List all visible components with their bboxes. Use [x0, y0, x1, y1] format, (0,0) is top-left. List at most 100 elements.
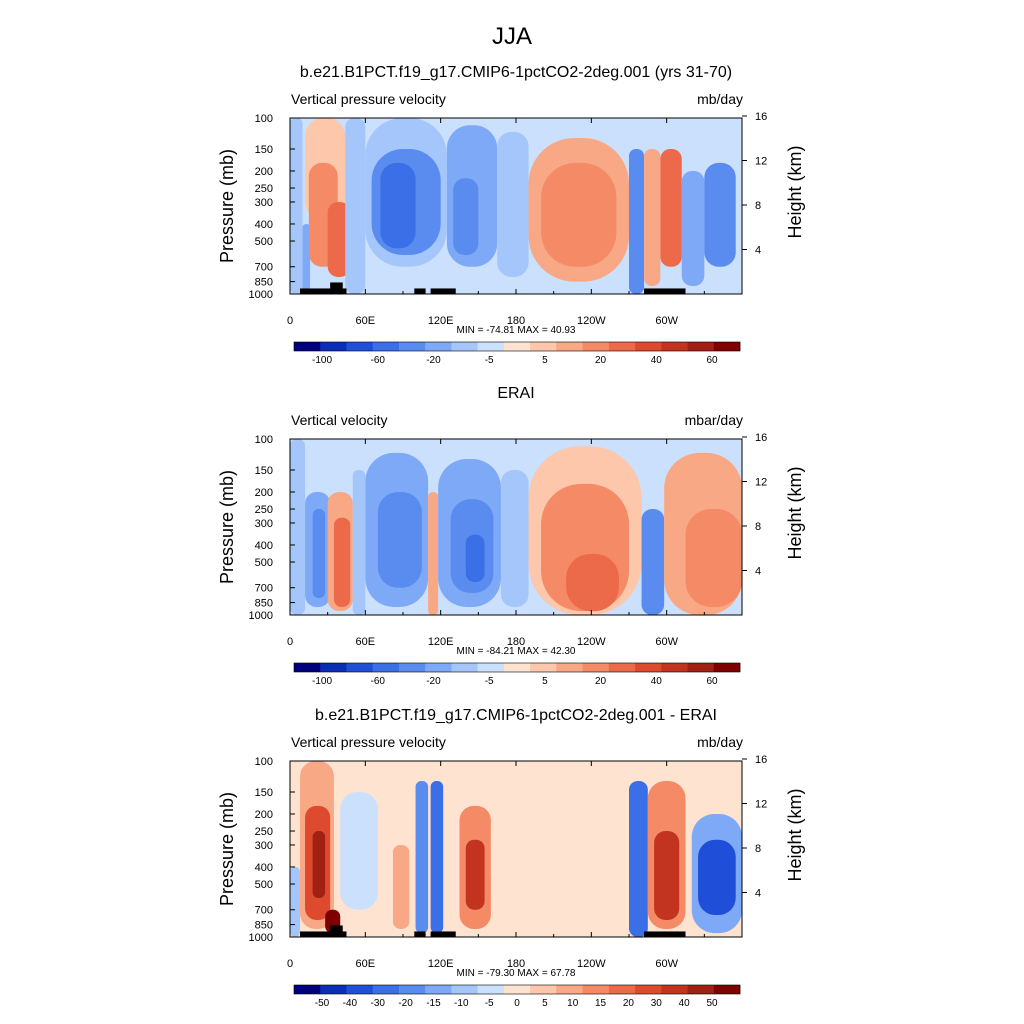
contour-region — [392, 844, 410, 929]
y-tick-label: 500 — [255, 879, 273, 891]
y-tick-label: 400 — [255, 540, 273, 552]
contour-region — [290, 439, 306, 615]
y-tick-label: 300 — [255, 840, 273, 852]
colorbar-swatch — [661, 342, 688, 351]
colorbar-label: -30 — [370, 998, 385, 1009]
y-axis-title: Pressure (mb) — [217, 792, 237, 906]
contour-field — [290, 761, 742, 937]
colorbar-swatch — [608, 663, 636, 672]
right-axis-title: Height (km) — [785, 788, 805, 881]
topography-mask — [414, 288, 426, 294]
colorbar-label: 60 — [706, 676, 718, 687]
colorbar-swatch — [661, 985, 688, 994]
colorbar-label: -10 — [454, 998, 469, 1009]
x-tick-label: 120W — [577, 958, 606, 970]
units-label: mbar/day — [685, 412, 743, 428]
x-tick-label: 120W — [577, 636, 606, 648]
y-tick-label: 100 — [255, 434, 273, 446]
colorbar-swatch — [346, 342, 374, 351]
contour-region — [430, 781, 444, 934]
x-tick-label: 180 — [507, 636, 525, 648]
topography-mask — [430, 288, 456, 294]
right-tick-label: 16 — [755, 754, 767, 766]
right-tick-label: 8 — [755, 843, 761, 855]
colorbar-label: 5 — [542, 676, 548, 687]
topography-mask — [300, 288, 347, 294]
colorbar-swatch — [530, 342, 557, 351]
colorbar-frame — [293, 662, 741, 673]
colorbar-swatch — [582, 663, 610, 672]
y-tick-label: 500 — [255, 236, 273, 248]
colorbar-swatch — [451, 663, 478, 672]
colorbar-label: -20 — [426, 355, 441, 366]
colorbar-swatch — [372, 663, 400, 672]
colorbar-label: 10 — [567, 998, 579, 1009]
colorbar-label: 20 — [595, 355, 607, 366]
y-axis-title: Pressure (mb) — [217, 149, 237, 263]
contour-region — [428, 491, 439, 615]
topography-mask — [430, 931, 456, 937]
right-axis-title: Height (km) — [785, 466, 805, 559]
contour-region — [660, 148, 682, 267]
right-tick-label: 12 — [755, 156, 767, 168]
colorbar-swatch — [635, 985, 662, 994]
colorbar-swatch — [320, 663, 347, 672]
colorbar-label: 40 — [651, 676, 663, 687]
contour-field — [290, 118, 742, 294]
y-tick-label: 700 — [255, 905, 273, 917]
colorbar-swatch — [425, 663, 452, 672]
y-tick-label: 150 — [255, 787, 273, 799]
contour-region — [345, 118, 366, 294]
colorbar: -50 -40 -30 -20 -15 -10 -5 0 5 10 15 20 30 40 50 — [293, 984, 741, 1009]
colorbar-frame — [293, 341, 741, 352]
colorbar-label: 0 — [514, 998, 520, 1009]
x-tick-label: 120W — [577, 315, 606, 327]
colorbar-label: 30 — [651, 998, 663, 1009]
contour-region — [290, 866, 301, 937]
y-tick-label: 500 — [255, 557, 273, 569]
colorbar-swatch — [320, 985, 347, 994]
colorbar-swatch — [398, 342, 426, 351]
y-tick-label: 200 — [255, 166, 273, 178]
colorbar-swatch — [372, 342, 400, 351]
contour-region — [465, 534, 485, 583]
y-tick-label: 250 — [255, 183, 273, 195]
contour-region — [644, 148, 661, 286]
colorbar-label: -50 — [315, 998, 330, 1009]
contour-region — [302, 223, 311, 291]
colorbar-swatch — [582, 342, 610, 351]
y-tick-label: 200 — [255, 809, 273, 821]
right-tick-label: 16 — [755, 111, 767, 123]
colorbar-swatch — [635, 342, 662, 351]
colorbar-swatch — [608, 985, 636, 994]
topography-mask — [330, 282, 343, 294]
colorbar-swatch — [320, 342, 347, 351]
colorbar-label: 20 — [623, 998, 635, 1009]
colorbar-swatch — [477, 985, 505, 994]
x-tick-label: 180 — [507, 958, 525, 970]
colorbar-label: 40 — [651, 355, 663, 366]
y-tick-label: 100 — [255, 113, 273, 125]
contour-region — [377, 491, 422, 588]
topography-mask — [644, 288, 686, 294]
contour-region — [681, 170, 705, 286]
y-tick-label: 400 — [255, 219, 273, 231]
colorbar-label: -100 — [312, 355, 332, 366]
colorbar-swatch — [294, 663, 321, 672]
colorbar-label: -15 — [426, 998, 441, 1009]
topography-mask — [330, 925, 343, 937]
x-tick-label: 120E — [428, 315, 454, 327]
colorbar-swatch — [661, 663, 688, 672]
chart-panel-3: b.e21.B1PCT.f19_g17.CMIP6-1pctCO2-2deg.0… — [217, 707, 805, 1009]
right-tick-label: 12 — [755, 799, 767, 811]
colorbar-swatch — [294, 342, 321, 351]
left-label: Vertical velocity — [291, 412, 387, 428]
colorbar-swatch — [556, 663, 583, 672]
colorbar-swatch — [713, 663, 741, 672]
y-tick-label: 250 — [255, 826, 273, 838]
colorbar-swatch — [687, 663, 715, 672]
panel-title: b.e21.B1PCT.f19_g17.CMIP6-1pctCO2-2deg.0… — [315, 707, 717, 724]
y-tick-label: 850 — [255, 598, 273, 610]
colorbar-label: -40 — [343, 998, 358, 1009]
